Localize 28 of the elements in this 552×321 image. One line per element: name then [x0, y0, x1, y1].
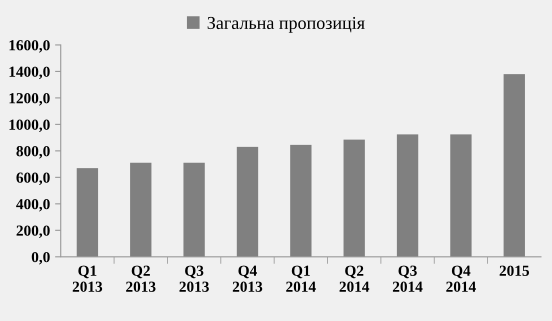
y-tick-label: 1600,0 — [10, 40, 50, 53]
y-tick-label: 0,0 — [32, 252, 50, 264]
y-tick-label: 1000,0 — [10, 120, 50, 132]
x-tick-label: Q2 2014 — [340, 266, 370, 292]
bar — [130, 162, 152, 257]
x-tick-label: Q1 2013 — [72, 266, 102, 292]
x-tick-label: Q3 2013 — [179, 266, 209, 292]
y-tick-label: 400,0 — [16, 198, 50, 212]
bar — [504, 74, 525, 257]
x-tick-label: Q2 2013 — [126, 266, 156, 292]
bar — [396, 134, 418, 257]
bar — [344, 140, 365, 257]
y-tick-label: 1200,0 — [10, 93, 50, 106]
x-tick-label: Q3 2014 — [392, 266, 423, 292]
y-tick-label: 1400,0 — [10, 66, 50, 80]
bar — [290, 144, 312, 257]
bar — [183, 162, 205, 257]
y-tick-label: 200,0 — [16, 225, 50, 238]
x-tick-label: Q4 2013 — [232, 266, 262, 292]
x-tick-label: Q1 2014 — [286, 266, 316, 292]
bar — [236, 146, 258, 257]
y-tick-label: 800,0 — [16, 146, 50, 159]
bar — [76, 168, 98, 257]
bar — [450, 134, 472, 257]
legend-label: Загальна пропозиція — [208, 16, 365, 33]
y-tick-label: 600,0 — [16, 172, 50, 186]
x-tick-label: 2015 — [500, 266, 529, 276]
x-tick-label: Q4 2014 — [446, 266, 476, 292]
